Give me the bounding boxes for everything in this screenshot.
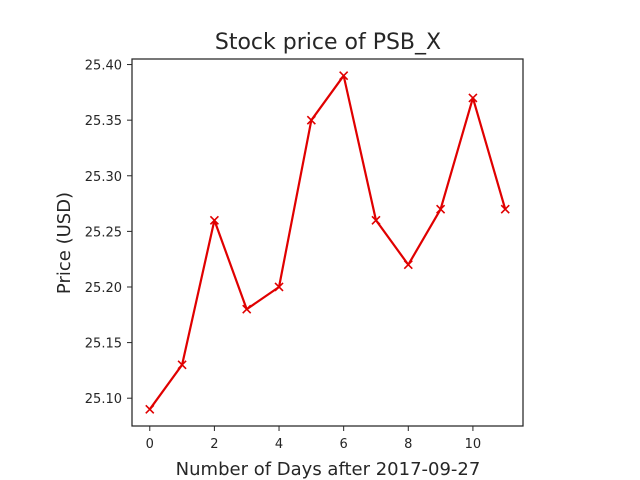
plot-area: 0 2 4 6 8 10 25.10 25.15 25.20 25.25 25.30 25.35 25.…	[85, 59, 510, 452]
y-tick-label: 25.40	[85, 59, 122, 74]
y-tick-label: 25.35	[85, 114, 122, 129]
x-axis-label: Number of Days after 2017-09-27	[176, 459, 481, 480]
y-tick-label: 25.10	[85, 392, 122, 407]
x-tick-label: 10	[465, 437, 482, 452]
y-tick-label: 25.30	[85, 170, 122, 185]
data-point-marker	[339, 71, 349, 81]
data-point-marker	[403, 260, 413, 270]
data-point-marker	[500, 204, 510, 214]
price-series-line	[148, 74, 507, 410]
x-tick-label: 6	[340, 437, 348, 452]
data-point-marker	[242, 304, 252, 314]
plot-frame	[131, 58, 524, 427]
y-tick-label: 25.25	[85, 225, 122, 240]
y-tick-label: 25.20	[85, 281, 122, 296]
x-tick-label: 8	[404, 437, 412, 452]
data-point-marker	[468, 93, 478, 103]
y-axis-label: Price (USD)	[54, 192, 75, 294]
data-point-marker	[209, 215, 219, 225]
x-tick-label: 0	[146, 437, 154, 452]
chart-title: Stock price of PSB_X	[215, 30, 441, 55]
x-tick-label: 4	[275, 437, 283, 452]
data-point-marker	[145, 404, 155, 414]
data-point-marker	[177, 360, 187, 370]
data-point-marker	[274, 282, 284, 292]
data-point-marker	[371, 215, 381, 225]
data-point-marker	[306, 115, 316, 125]
y-tick-label: 25.15	[85, 337, 122, 352]
data-point-marker	[436, 204, 446, 214]
x-tick-label: 2	[210, 437, 218, 452]
